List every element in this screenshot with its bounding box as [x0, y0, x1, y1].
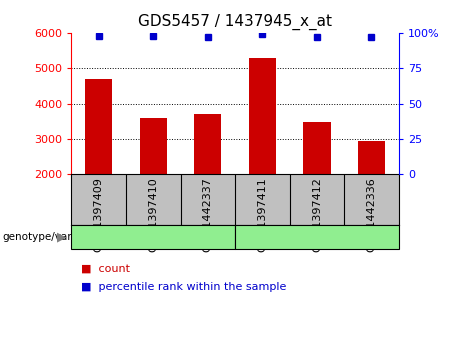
Text: GSM1397409: GSM1397409: [94, 177, 104, 252]
Bar: [249, 58, 276, 175]
Title: GDS5457 / 1437945_x_at: GDS5457 / 1437945_x_at: [138, 14, 332, 30]
Bar: [303, 122, 331, 175]
Text: ■  count: ■ count: [81, 264, 130, 274]
Text: onecut2 wild type: onecut2 wild type: [261, 231, 373, 243]
Text: onecut2 knockout: onecut2 knockout: [97, 231, 209, 243]
Text: GSM1442336: GSM1442336: [366, 177, 377, 252]
Text: GSM1397410: GSM1397410: [148, 177, 158, 252]
Text: ■  percentile rank within the sample: ■ percentile rank within the sample: [81, 282, 286, 292]
Bar: [194, 114, 221, 175]
Text: GSM1397412: GSM1397412: [312, 177, 322, 252]
Text: genotype/variation: genotype/variation: [2, 232, 101, 242]
Text: ▶: ▶: [58, 231, 67, 243]
Text: GSM1397411: GSM1397411: [257, 177, 267, 252]
Text: GSM1442337: GSM1442337: [203, 177, 213, 252]
Bar: [140, 118, 167, 175]
Bar: [358, 141, 385, 175]
Bar: [85, 79, 112, 175]
